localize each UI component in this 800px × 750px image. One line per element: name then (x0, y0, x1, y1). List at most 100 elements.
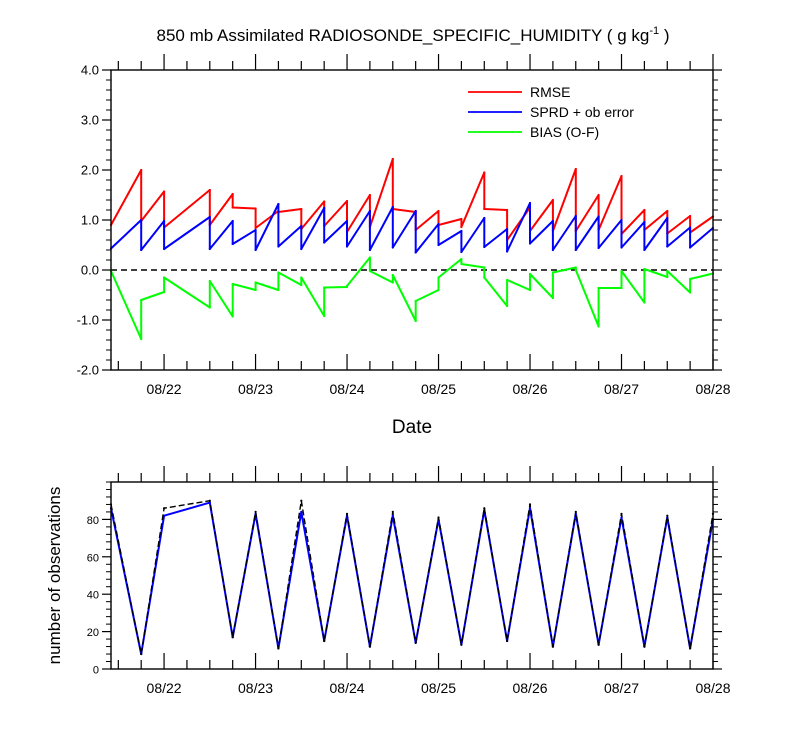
data-point-rmse (643, 208, 646, 212)
data-point-rmse (231, 206, 234, 209)
data-point-rmse (345, 199, 349, 203)
data-point-rmse (620, 174, 623, 178)
data-point-possible-observations (208, 499, 211, 502)
data-point-bias-o-f (643, 267, 646, 271)
data-point-bias-o-f (460, 262, 463, 266)
x-tick-label: 08/25 (421, 680, 456, 696)
x-tick-label: 08/22 (147, 381, 182, 397)
data-point-bias-o-f (551, 296, 555, 300)
data-point-sprd-ob-error (528, 201, 532, 205)
data-point-bias-o-f (689, 277, 692, 281)
data-point-bias-o-f (483, 276, 486, 279)
legend-label: RMSE (530, 84, 570, 100)
chart-title-main: 850 mb Assimilated RADIOSONDE_SPECIFIC_H… (157, 26, 650, 45)
data-point-possible-observations (140, 652, 143, 656)
data-point-rmse (208, 188, 211, 192)
data-point-rmse (483, 207, 486, 211)
data-point-bias-o-f (323, 286, 326, 289)
data-point-sprd-ob-error (208, 215, 211, 219)
data-point-rmse (483, 171, 486, 174)
data-point-sprd-ob-error (345, 245, 349, 248)
series-line-used-observations (110, 501, 714, 655)
data-point-sprd-ob-error (254, 248, 257, 252)
data-point-sprd-ob-error (368, 209, 371, 213)
data-point-sprd-ob-error (551, 248, 555, 252)
data-point-bias-o-f (231, 282, 234, 286)
data-point-rmse (163, 190, 166, 193)
data-point-bias-o-f (620, 286, 623, 290)
data-point-bias-o-f (231, 315, 234, 318)
data-point-rmse (323, 200, 326, 203)
data-point-rmse (597, 193, 600, 197)
x-tick-label: 08/27 (604, 381, 639, 397)
data-point-possible-observations (666, 514, 669, 517)
data-point-sprd-ob-error (666, 216, 669, 220)
y-tick-label: 2.0 (81, 163, 99, 178)
data-point-possible-observations (345, 512, 349, 515)
data-point-sprd-ob-error (391, 246, 394, 249)
data-point-possible-observations (528, 503, 532, 506)
data-point-rmse (460, 225, 463, 229)
data-point-sprd-ob-error (460, 229, 463, 233)
data-point-bias-o-f (163, 276, 166, 279)
data-point-bias-o-f (620, 269, 623, 273)
data-point-sprd-ob-error (231, 219, 234, 223)
plot-frame (110, 481, 714, 670)
data-point-bias-o-f (483, 266, 486, 269)
data-point-bias-o-f (300, 276, 303, 279)
data-point-bias-o-f (689, 291, 692, 294)
data-point-possible-observations (391, 510, 394, 513)
y-tick-label: 4.0 (81, 63, 99, 78)
data-point-sprd-ob-error (345, 219, 349, 223)
legend-label: SPRD + ob error (530, 104, 634, 120)
data-point-used-observations (391, 514, 394, 517)
data-point-sprd-ob-error (323, 206, 326, 210)
series-line-sprd-ob-error (110, 202, 714, 254)
data-point-rmse (689, 214, 692, 218)
data-point-sprd-ob-error (300, 224, 303, 228)
data-point-possible-observations (551, 645, 555, 648)
data-point-sprd-ob-error (277, 202, 280, 206)
data-point-sprd-ob-error (597, 246, 600, 250)
data-point-possible-observations (163, 507, 166, 510)
data-point-sprd-ob-error (163, 247, 166, 251)
data-point-sprd-ob-error (643, 220, 646, 224)
series-line-bias-o-f (110, 256, 714, 340)
data-point-bias-o-f (574, 266, 577, 269)
data-point-bias-o-f (414, 319, 417, 323)
data-point-bias-o-f (506, 304, 509, 308)
data-point-bias-o-f (528, 288, 532, 292)
y-tick-label: -2.0 (77, 363, 99, 378)
data-point-possible-observations (689, 647, 692, 650)
data-point-rmse (574, 167, 577, 171)
data-point-sprd-ob-error (437, 243, 440, 247)
data-point-rmse (231, 192, 234, 196)
data-point-bias-o-f (551, 271, 555, 274)
data-point-bias-o-f (597, 286, 600, 290)
data-point-sprd-ob-error (643, 248, 646, 252)
x-tick-label: 08/28 (695, 381, 730, 397)
data-point-bias-o-f (368, 256, 371, 259)
data-point-bias-o-f (414, 299, 417, 303)
data-point-bias-o-f (437, 276, 440, 279)
data-point-bias-o-f (208, 279, 211, 283)
data-point-rmse (368, 193, 371, 197)
data-point-possible-observations (597, 643, 600, 646)
data-point-possible-observations (437, 516, 440, 519)
data-point-possible-observations (460, 643, 463, 646)
data-point-possible-observations (506, 639, 509, 643)
data-point-sprd-ob-error (414, 251, 417, 254)
data-point-sprd-ob-error (597, 215, 600, 218)
data-point-possible-observations (414, 641, 417, 644)
data-point-bias-o-f (254, 288, 257, 292)
data-point-possible-observations (574, 510, 577, 513)
data-point-bias-o-f (323, 314, 326, 318)
data-point-bias-o-f (666, 269, 669, 273)
series-line-rmse (110, 158, 714, 241)
data-point-bias-o-f (163, 290, 166, 294)
data-point-bias-o-f (528, 272, 532, 276)
data-point-bias-o-f (437, 288, 440, 292)
data-point-possible-observations (300, 499, 303, 502)
data-point-sprd-ob-error (551, 219, 555, 223)
